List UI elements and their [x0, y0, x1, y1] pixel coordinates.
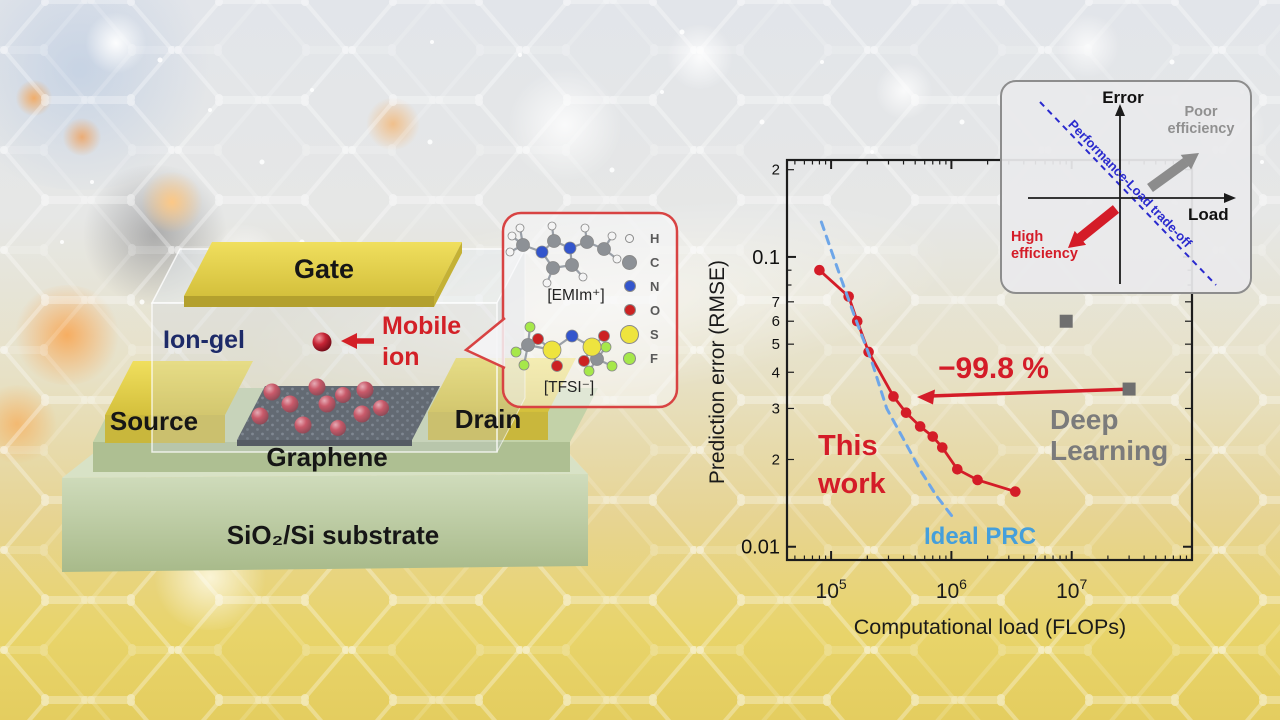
svg-text:0.1: 0.1 [752, 247, 780, 269]
svg-text:3: 3 [772, 400, 780, 417]
legend-atom-C-icon [622, 254, 637, 270]
legend-atom-S-icon [620, 324, 639, 344]
inset-load-label: Load [1188, 205, 1229, 224]
emim-molecule [505, 221, 622, 288]
ion-spheres [251, 378, 389, 436]
plot-frame [785, 158, 1194, 562]
annotation-ideal-prc: Ideal PRC [924, 523, 1037, 550]
series-this-work-point [814, 264, 825, 276]
legend-atom-H-icon [625, 233, 634, 243]
svg-text:5: 5 [772, 336, 780, 353]
anion-label: [TFSI⁻] [543, 379, 595, 396]
legend-atom-H-label: H [650, 230, 660, 246]
ylabel: Prediction error (RMSE) [705, 260, 729, 485]
graphene-label: Graphene [266, 442, 388, 472]
inset-error-label: Error [1102, 88, 1144, 107]
series-this-work-point [927, 431, 939, 442]
drain-label: Drain [454, 404, 522, 434]
tradeoff-inset-graphics [1028, 101, 1236, 286]
source-electrode [105, 361, 253, 443]
iongel-label: Ion-gel [163, 326, 245, 354]
svg-text:105: 105 [816, 576, 847, 603]
legend-atom-O-label: O [650, 302, 661, 318]
tradeoff-inset: Error Load Poor efficiency High efficien… [1000, 80, 1252, 294]
substrate-label: SiO₂/Si substrate [226, 520, 440, 550]
series-this-work-point [1010, 486, 1021, 497]
source-label: Source [109, 406, 199, 436]
legend-row-O: O [623, 298, 661, 322]
legend-row-S: S [620, 322, 659, 346]
mobile-ion-sphere [312, 332, 332, 352]
series-this-work-point [900, 407, 912, 419]
legend-atom-F-icon [623, 351, 636, 365]
svg-text:2: 2 [772, 451, 780, 468]
legend-row-N: N [623, 274, 660, 298]
series-ideal-prc [819, 220, 956, 521]
inset-high-label: High efficiency [1011, 229, 1078, 263]
annotation-this-work: This work [818, 430, 886, 500]
reduction-arrow [917, 387, 1134, 405]
xlabel: Computational load (FLOPs) [853, 615, 1127, 639]
mobile-ion-label: Mobile ion [382, 312, 462, 372]
series-deep-learning-point [1059, 314, 1073, 328]
legend-atom-N-icon [623, 280, 636, 292]
svg-text:106: 106 [936, 576, 967, 603]
tfsi-molecule [510, 321, 618, 377]
series-this-work-point [952, 464, 963, 475]
inset-axes [1028, 112, 1230, 284]
inset-axis-up-arrowhead [1115, 104, 1125, 116]
series-this-work-point [936, 442, 948, 453]
series-this-work-point [914, 421, 926, 432]
cation-label: [EMIm⁺] [547, 287, 605, 304]
gate-label: Gate [293, 254, 355, 284]
inset-axis-right-arrowhead [1224, 193, 1236, 203]
legend-atom-S-label: S [650, 326, 659, 342]
legend-atom-O-icon [623, 304, 636, 316]
callout-pointer [463, 317, 506, 370]
legend-row-F: F [623, 346, 658, 370]
poor-efficiency-arrow [1147, 153, 1199, 193]
legend-row-C: C [622, 250, 660, 274]
legend-atom-F-label: F [650, 350, 658, 366]
series-this-work-point [888, 391, 899, 402]
gate-electrode [184, 242, 462, 307]
annotation-reduction: −99.8 % [938, 352, 1049, 385]
svg-text:4: 4 [772, 364, 780, 381]
annotation-deep-learning: Deep Learning [1050, 404, 1169, 466]
legend-atom-N-label: N [650, 278, 660, 294]
svg-text:107: 107 [1056, 576, 1087, 603]
tradeoff-dashed-line [1039, 101, 1217, 286]
high-efficiency-arrow [1068, 205, 1120, 248]
inset-poor-label: Poor efficiency [1167, 104, 1235, 138]
mobile-ion-arrow-head [341, 333, 357, 349]
series-deep-learning-point [1122, 382, 1136, 396]
svg-text:0.01: 0.01 [741, 537, 780, 559]
svg-text:2: 2 [772, 162, 780, 179]
sparkle-dots [60, 29, 1264, 334]
svg-text:7: 7 [772, 294, 780, 311]
legend-atom-C-label: C [650, 254, 660, 270]
performance-chart: 0.01 2 3 4 5 6 7 0.1 2 105 106 107 [741, 158, 1194, 603]
svg-text:6: 6 [772, 313, 780, 330]
legend-row-H: H [624, 226, 659, 250]
series-this-work-point [972, 474, 983, 486]
mobile-ion-marker [312, 332, 374, 352]
